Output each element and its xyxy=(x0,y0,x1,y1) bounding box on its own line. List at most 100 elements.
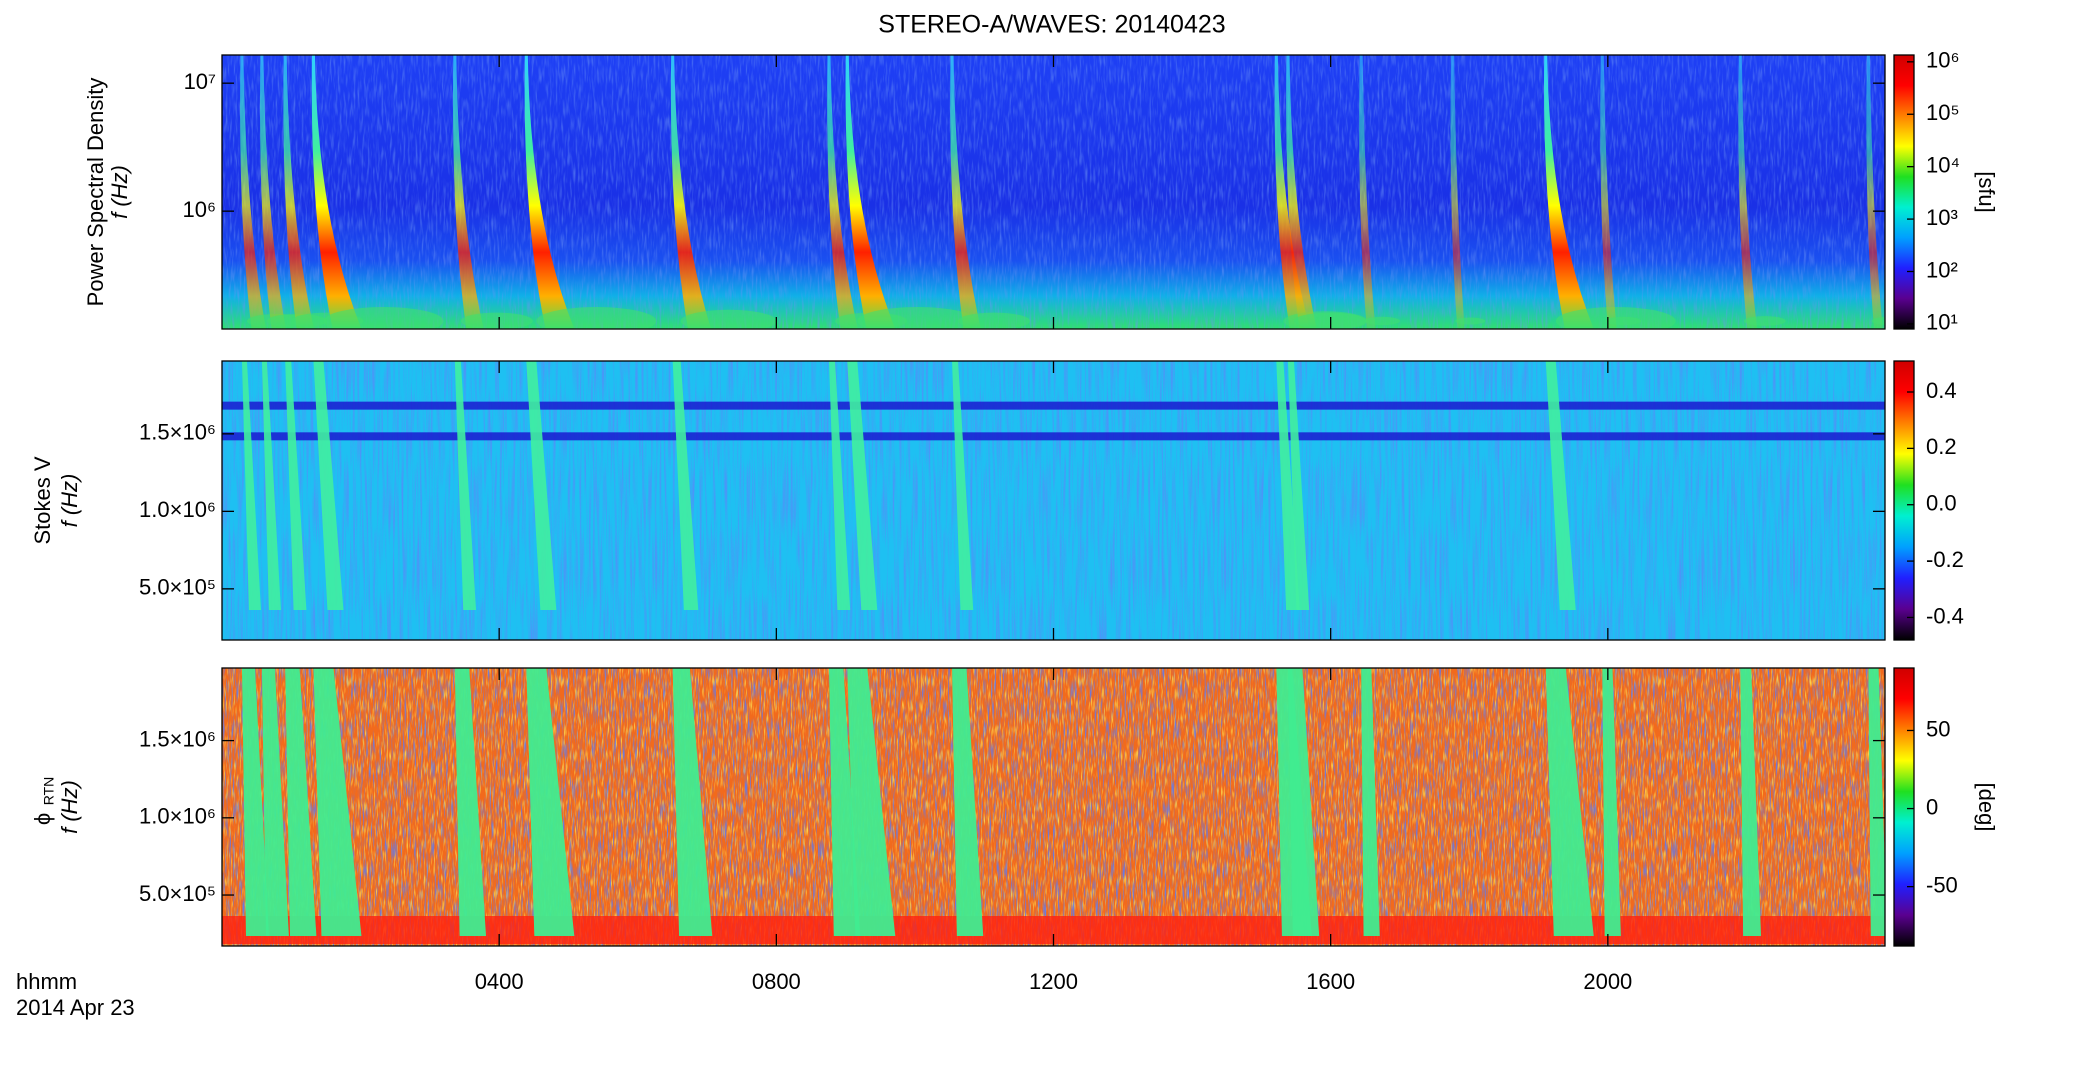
colorbar xyxy=(1893,667,1915,947)
burst xyxy=(952,668,984,936)
burst xyxy=(1450,55,1465,329)
y-tick-label: 1.5×10⁶ xyxy=(139,420,216,445)
burst xyxy=(1287,668,1320,936)
burst xyxy=(827,55,858,329)
band xyxy=(222,401,1885,410)
burst xyxy=(260,55,286,329)
x-tick-label: 0400 xyxy=(475,969,524,994)
burst xyxy=(313,361,344,610)
burst-tail xyxy=(323,307,444,329)
burst xyxy=(311,55,362,329)
y-tick-label: 5.0×10⁵ xyxy=(139,881,216,906)
burst xyxy=(1545,668,1594,936)
burst xyxy=(285,361,307,610)
burst xyxy=(828,361,851,610)
band xyxy=(222,432,1885,441)
burst-tail xyxy=(1743,316,1786,326)
colorbar xyxy=(1893,360,1915,641)
burst xyxy=(845,55,896,329)
colorbar-label: [deg] xyxy=(1974,783,1999,832)
colorbar-tick-label: 10² xyxy=(1926,257,1958,282)
burst xyxy=(1286,55,1317,329)
colorbar-tick-label: -0.4 xyxy=(1926,603,1964,628)
burst xyxy=(452,55,484,329)
burst xyxy=(524,55,575,329)
colorbar-tick-label: 10¹ xyxy=(1926,310,1958,335)
burst xyxy=(847,361,878,610)
burst xyxy=(283,55,314,329)
burst xyxy=(1740,668,1762,936)
y-tick-label: 5.0×10⁵ xyxy=(139,575,216,600)
burst-tail xyxy=(1455,317,1486,325)
burst-tail xyxy=(680,309,777,329)
burst xyxy=(1361,668,1380,936)
x-axis-label: hhmm xyxy=(16,969,77,994)
y-axis-label: Stokes V xyxy=(30,456,55,544)
burst xyxy=(454,668,487,936)
colorbar-tick-label: 0.0 xyxy=(1926,491,1957,516)
burst-tail xyxy=(1293,312,1366,329)
burst xyxy=(261,361,281,610)
chart-title: STEREO-A/WAVES: 20140423 xyxy=(878,11,1225,39)
date-label: 2014 Apr 23 xyxy=(16,995,135,1020)
burst-tail xyxy=(958,312,1031,329)
colorbar-tick-label: 0.2 xyxy=(1926,434,1957,459)
x-tick-label: 0800 xyxy=(752,969,801,994)
burst xyxy=(1274,55,1310,329)
burst xyxy=(1276,361,1300,610)
burst-tail xyxy=(1871,316,1885,326)
burst xyxy=(952,361,974,610)
y-axis-label: Power Spectral Density xyxy=(83,78,108,307)
burst xyxy=(241,668,269,936)
burst xyxy=(1545,361,1576,610)
spectrogram xyxy=(222,55,1885,329)
burst xyxy=(670,55,712,329)
colorbar-tick-label: 50 xyxy=(1926,716,1950,741)
colorbar-tick-label: 10⁴ xyxy=(1926,152,1960,177)
colorbar-tick-label: 0.4 xyxy=(1926,378,1957,403)
burst xyxy=(526,361,557,610)
burst xyxy=(828,668,861,936)
burst xyxy=(313,668,362,936)
y-axis-label: f (Hz) xyxy=(57,474,82,528)
burst-tail xyxy=(857,307,978,329)
y-tick-label: 1.0×10⁶ xyxy=(139,497,216,522)
y-tick-label: 10⁷ xyxy=(184,69,216,94)
y-axis-label: f (Hz) xyxy=(57,780,82,834)
burst-tail xyxy=(1364,316,1401,326)
burst xyxy=(1544,55,1594,329)
burst xyxy=(1738,55,1758,329)
spectrogram xyxy=(222,361,1885,640)
burst xyxy=(285,668,317,936)
burst xyxy=(526,668,575,936)
x-tick-label: 2000 xyxy=(1583,969,1632,994)
colorbar-tick-label: -0.2 xyxy=(1926,547,1964,572)
y-tick-label: 10⁶ xyxy=(182,197,216,222)
x-tick-label: 1600 xyxy=(1306,969,1355,994)
y-axis-label-subscript: RTN xyxy=(41,777,57,806)
burst xyxy=(261,668,289,936)
y-axis-label: ϕ xyxy=(30,813,55,825)
spectrogram xyxy=(222,668,1885,946)
burst xyxy=(454,361,477,610)
colorbar xyxy=(1893,54,1915,330)
colorbar-tick-label: 10⁵ xyxy=(1926,100,1960,125)
burst xyxy=(950,55,981,329)
burst xyxy=(1868,668,1885,936)
y-axis-label: f (Hz) xyxy=(107,165,132,219)
burst xyxy=(672,668,713,936)
burst xyxy=(1359,55,1376,329)
burst xyxy=(241,361,261,610)
burst-tail xyxy=(536,307,657,329)
y-tick-label: 1.0×10⁶ xyxy=(139,804,216,829)
burst xyxy=(1866,55,1883,329)
colorbar-label: [sfu] xyxy=(1974,171,1999,213)
burst xyxy=(240,55,266,329)
burst xyxy=(1287,361,1310,610)
x-tick-label: 1200 xyxy=(1029,969,1078,994)
burst xyxy=(1600,55,1617,329)
burst xyxy=(1602,668,1621,936)
colorbar-tick-label: 0 xyxy=(1926,794,1938,819)
burst-tail xyxy=(460,312,533,329)
burst xyxy=(847,668,896,936)
